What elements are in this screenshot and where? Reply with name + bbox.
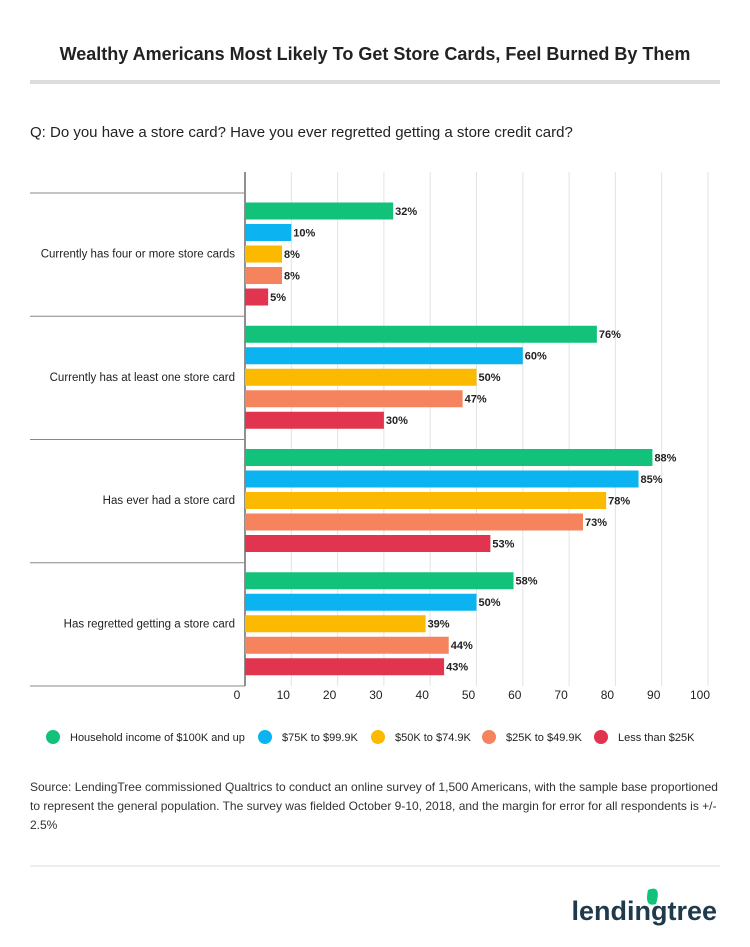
legend-swatch <box>46 730 60 744</box>
bar <box>245 658 445 676</box>
bar <box>245 325 597 343</box>
bar <box>245 572 514 590</box>
x-tick-label: 10 <box>277 688 291 702</box>
bar <box>245 449 653 466</box>
x-tick-label: 100 <box>690 688 710 702</box>
bar <box>245 224 292 241</box>
value-label: 88% <box>654 452 676 464</box>
value-label: 8% <box>284 249 300 261</box>
bar <box>245 615 426 633</box>
x-tick-label: 70 <box>554 688 568 702</box>
x-tick-label: 40 <box>416 688 430 702</box>
value-label: 53% <box>492 538 514 550</box>
bar <box>245 492 607 509</box>
category-label: Has ever had a store card <box>103 495 235 507</box>
x-tick-label: 20 <box>323 688 337 702</box>
value-label: 78% <box>608 495 630 507</box>
value-label: 58% <box>516 576 538 588</box>
x-tick-label: 60 <box>508 688 522 702</box>
x-tick-label: 80 <box>601 688 615 702</box>
value-label: 43% <box>446 662 468 674</box>
value-label: 10% <box>293 227 315 239</box>
bar <box>245 390 463 408</box>
chart-title: Wealthy Americans Most Likely To Get Sto… <box>60 44 691 64</box>
source-note: Source: LendingTree commissioned Qualtri… <box>30 780 718 832</box>
x-tick-label: 0 <box>234 688 241 702</box>
bar <box>245 267 283 284</box>
value-label: 50% <box>479 372 501 384</box>
value-label: 30% <box>386 415 408 427</box>
value-label: 44% <box>451 640 473 652</box>
title-rule <box>30 80 720 84</box>
value-label: 8% <box>284 270 300 282</box>
legend-swatch <box>258 730 272 744</box>
value-label: 85% <box>641 474 663 486</box>
legend-label: Less than $25K <box>618 732 695 744</box>
bar <box>245 593 477 611</box>
bar <box>245 202 394 220</box>
category-label: Has regretted getting a store card <box>64 618 235 630</box>
question: Q: Do you have a store card? Have you ev… <box>30 124 573 141</box>
legend-swatch <box>594 730 608 744</box>
value-label: 60% <box>525 351 547 363</box>
bar <box>245 288 269 306</box>
value-label: 50% <box>479 597 501 609</box>
legend-label: $25K to $49.9K <box>506 732 583 744</box>
legend-swatch <box>482 730 496 744</box>
bar <box>245 535 491 552</box>
value-label: 5% <box>270 292 286 304</box>
bar <box>245 470 639 488</box>
bar <box>245 347 523 365</box>
bar <box>245 636 449 654</box>
x-tick-label: 90 <box>647 688 661 702</box>
x-tick-label: 30 <box>369 688 383 702</box>
legend-label: Household income of $100K and up <box>70 732 245 744</box>
legend-label: $50K to $74.9K <box>395 732 472 744</box>
category-label: Currently has at least one store card <box>50 372 235 384</box>
bar <box>245 245 283 263</box>
logo-leaf <box>647 888 658 905</box>
value-label: 47% <box>465 394 487 406</box>
value-label: 39% <box>428 619 450 631</box>
category-label: Currently has four or more store cards <box>41 249 236 261</box>
value-label: 76% <box>599 329 621 341</box>
value-label: 32% <box>395 206 417 218</box>
legend-label: $75K to $99.9K <box>282 732 359 744</box>
bar <box>245 513 583 531</box>
value-label: 73% <box>585 517 607 529</box>
bar <box>245 368 477 386</box>
x-tick-label: 50 <box>462 688 476 702</box>
bar <box>245 411 384 429</box>
legend-swatch <box>371 730 385 744</box>
logo: lendingtree <box>571 896 717 926</box>
